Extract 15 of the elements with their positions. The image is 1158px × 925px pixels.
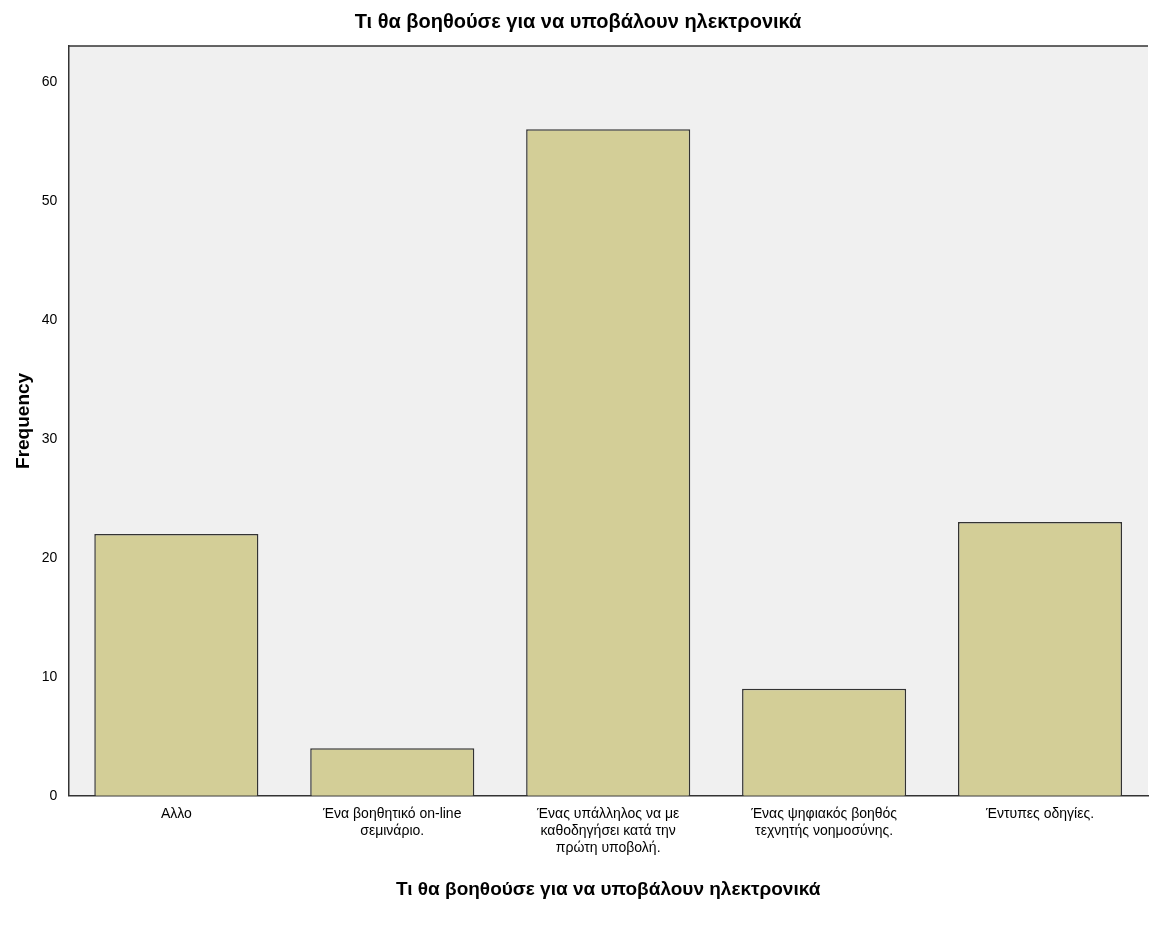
y-tick-label: 50: [41, 191, 58, 208]
x-tick-label: Ένα βοηθητικό on-line σεμινάριο.: [322, 805, 462, 838]
y-tick-label: 0: [49, 786, 58, 803]
y-tick-label: 40: [41, 310, 58, 327]
chart-title: Τι θα βοηθούσε για να υποβάλουν ηλεκτρονικά: [354, 9, 803, 32]
y-tick-label: 20: [41, 548, 58, 565]
x-tick-label: Αλλο: [160, 805, 192, 822]
y-tick-label: 60: [41, 72, 58, 89]
x-tick-label: Ένας υπάλληλος να με καθοδηγήσει κατά την πρώτη υποβολή.: [536, 805, 680, 855]
x-tick-label: Ένας ψηφιακός βοηθός τεχνητής νοημοσύνης.: [750, 805, 898, 838]
x-axis-title: Τι θα βοηθούσε για να υποβάλουν ηλεκτρονικά: [396, 877, 821, 899]
y-axis-title: Frequency: [11, 372, 33, 469]
y-tick-label: 30: [41, 429, 58, 446]
x-tick-label: Έντυπες οδηγίες.: [985, 805, 1095, 822]
y-tick-label: 10: [41, 667, 58, 684]
